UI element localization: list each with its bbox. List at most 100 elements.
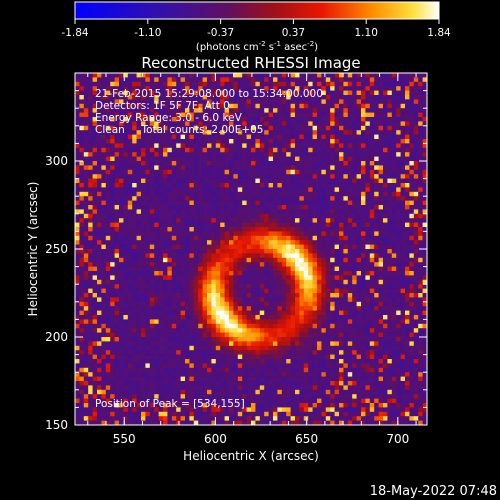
heatmap-cell — [317, 178, 322, 184]
heatmap-cell — [405, 253, 410, 259]
heatmap-cell — [242, 319, 247, 325]
heatmap-cell — [242, 205, 247, 210]
heatmap-cell — [343, 95, 349, 100]
heatmap-cell — [198, 306, 203, 311]
heatmap-cell — [79, 332, 85, 338]
heatmap-cell — [347, 244, 353, 250]
heatmap-cell — [141, 293, 146, 298]
heatmap-cell — [88, 345, 93, 351]
heatmap-cell — [158, 266, 164, 272]
heatmap-cell — [264, 341, 269, 347]
heatmap-cell — [400, 165, 406, 171]
heatmap-cell — [185, 240, 190, 245]
heatmap-cell — [149, 196, 155, 201]
heatmap-cell — [132, 121, 137, 127]
heatmap-cell — [215, 288, 221, 294]
heatmap-cell — [88, 213, 93, 219]
heatmap-cell — [132, 279, 137, 285]
heatmap-cell — [202, 337, 208, 342]
heatmap-cell — [141, 191, 146, 197]
heatmap-cell — [409, 209, 415, 215]
heatmap-cell — [383, 231, 388, 237]
heatmap-cell — [193, 95, 199, 100]
heatmap-cell — [400, 81, 406, 87]
heatmap-cell — [163, 196, 168, 201]
heatmap-cell — [317, 275, 322, 281]
heatmap-cell — [374, 209, 379, 215]
heatmap-cell — [396, 231, 401, 237]
heatmap-cell — [79, 319, 85, 325]
heatmap-cell — [83, 271, 89, 276]
heatmap-cell — [339, 301, 344, 307]
heatmap-cell — [229, 134, 234, 140]
heatmap-cell — [255, 77, 261, 83]
heatmap-cell — [198, 240, 203, 245]
heatmap-cell — [378, 310, 384, 316]
heatmap-cell — [281, 103, 287, 109]
heatmap-cell — [75, 262, 80, 267]
heatmap-cell — [387, 279, 393, 285]
heatmap-cell — [237, 275, 243, 281]
heatmap-cell — [246, 108, 252, 113]
heatmap-cell — [176, 240, 181, 245]
heatmap-cell — [396, 222, 401, 228]
heatmap-cell — [246, 257, 252, 263]
heatmap-cell — [422, 191, 427, 197]
heatmap-cell — [207, 222, 212, 228]
heatmap-cell — [233, 147, 239, 153]
heatmap-cell — [97, 279, 102, 285]
heatmap-cell — [158, 218, 164, 223]
heatmap-cell — [365, 134, 371, 140]
heatmap-cell — [220, 77, 225, 83]
heatmap-cell — [97, 134, 102, 140]
heatmap-cell — [391, 244, 397, 250]
heatmap-cell — [105, 174, 111, 179]
heatmap-cell — [251, 161, 256, 166]
heatmap-cell — [378, 213, 384, 219]
heatmap-cell — [207, 143, 212, 149]
heatmap-cell — [343, 112, 349, 118]
heatmap-cell — [251, 288, 256, 294]
heatmap-cell — [409, 73, 415, 78]
heatmap-cell — [246, 77, 252, 83]
heatmap-cell — [79, 253, 85, 259]
heatmap-cell — [303, 213, 309, 219]
heatmap-cell — [114, 323, 120, 329]
heatmap-cell — [220, 139, 225, 144]
heatmap-cell — [339, 319, 344, 325]
heatmap-cell — [97, 244, 102, 250]
heatmap-cell — [224, 297, 230, 303]
heatmap-cell — [154, 297, 159, 303]
colorbar-tick-label: -1.84 — [61, 27, 88, 39]
heatmap-cell — [312, 297, 318, 303]
heatmap-cell — [268, 77, 274, 83]
heatmap-cell — [273, 284, 278, 289]
heatmap-cell — [88, 301, 93, 307]
heatmap-cell — [207, 95, 212, 100]
heatmap-cell — [255, 337, 261, 342]
heatmap-cell — [255, 73, 261, 78]
heatmap-cell — [277, 341, 283, 347]
heatmap-cell — [286, 279, 291, 285]
heatmap-cell — [127, 156, 133, 162]
heatmap-cell — [207, 266, 212, 272]
heatmap-cell — [281, 147, 287, 153]
heatmap-cell — [163, 315, 168, 320]
heatmap-cell — [220, 315, 225, 320]
heatmap-cell — [88, 328, 93, 333]
heatmap-cell — [149, 271, 155, 276]
heatmap-cell — [405, 134, 410, 140]
heatmap-cell — [303, 143, 309, 149]
heatmap-cell — [268, 112, 274, 118]
heatmap-cell — [215, 183, 221, 188]
heatmap-cell — [163, 222, 168, 228]
heatmap-cell — [334, 90, 340, 96]
heatmap-cell — [264, 222, 269, 228]
heatmap-cell — [193, 310, 199, 316]
heatmap-cell — [286, 275, 291, 281]
heatmap-cell — [154, 257, 159, 263]
heatmap-cell — [224, 205, 230, 210]
heatmap-cell — [92, 310, 98, 316]
heatmap-cell — [312, 315, 318, 320]
heatmap-cell — [163, 271, 168, 276]
